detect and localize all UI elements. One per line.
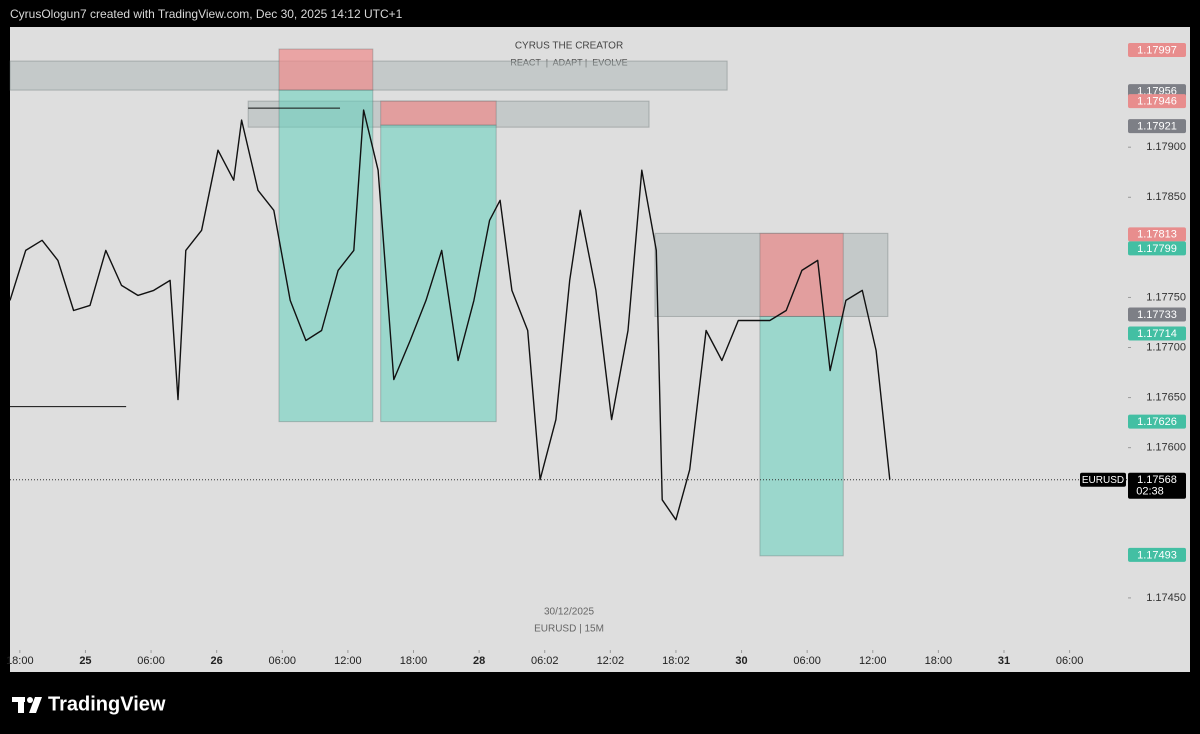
price-label-box (1128, 326, 1186, 341)
x-tick-label: 06:00 (793, 655, 821, 667)
zone (759, 315, 844, 557)
y-tick-label: 1.17850 (1146, 191, 1186, 203)
y-tick-label: 1.17650 (1146, 392, 1186, 404)
x-tick-label: 18:00 (400, 655, 428, 667)
symbol-tag: EURUSD (1082, 475, 1124, 486)
price-label-box (1128, 119, 1186, 134)
price-label-box (1128, 227, 1186, 242)
price-label-box (1128, 414, 1186, 429)
date-label: 30/12/2025 (544, 607, 594, 618)
x-tick-label: 18:00 (925, 655, 953, 667)
zone (380, 124, 497, 423)
x-tick-label: 12:00 (859, 655, 887, 667)
y-tick-label: 1.17600 (1146, 442, 1186, 454)
x-tick-label: 18:02 (662, 655, 690, 667)
price-label-box (1128, 241, 1186, 256)
price-label: 1.17799 (1137, 243, 1177, 255)
y-tick-label: 1.17700 (1146, 341, 1186, 353)
price-label-box (1128, 307, 1186, 322)
x-tick-label: 26 (211, 655, 223, 667)
x-tick-label: 31 (998, 655, 1010, 667)
x-tick-label: 25 (79, 655, 91, 667)
logo (12, 697, 42, 713)
price-label: 1.17813 (1137, 229, 1177, 241)
watermark-title: CYRUS THE CREATOR (515, 41, 623, 52)
brand: TradingView (48, 693, 166, 715)
x-tick-label: 28 (473, 655, 485, 667)
price-label: 1.17997 (1137, 44, 1177, 56)
x-tick-label: 06:00 (1056, 655, 1084, 667)
price-label-box (1128, 43, 1186, 58)
zone (380, 100, 497, 126)
x-tick-label: 06:00 (137, 655, 165, 667)
price-label: 1.17626 (1137, 416, 1177, 428)
x-tick-label: 06:00 (269, 655, 297, 667)
countdown: 02:38 (1136, 486, 1164, 498)
price-label-box (1128, 94, 1186, 109)
zone (278, 89, 374, 423)
price-label: 1.17493 (1137, 549, 1177, 561)
y-tick-label: 1.17750 (1146, 291, 1186, 303)
y-tick-label: 1.17450 (1146, 592, 1186, 604)
price-line (9, 109, 891, 521)
zone (278, 48, 374, 91)
header: CyrusOlogun7 created with TradingView.co… (10, 7, 403, 21)
current-price-box (1128, 472, 1186, 499)
price-label-box (1128, 547, 1186, 562)
current-price: 1.17568 (1137, 474, 1177, 486)
x-tick-label: 18:00 (6, 655, 34, 667)
logo-dot (27, 697, 33, 703)
x-tick-label: 12:00 (334, 655, 362, 667)
y-tick-label: 1.17900 (1146, 141, 1186, 153)
symbol-tag-box (1080, 472, 1126, 487)
logo-stem (18, 697, 24, 713)
price-label: 1.17946 (1137, 96, 1177, 108)
x-tick-label: 30 (735, 655, 747, 667)
price-label: 1.17733 (1137, 309, 1177, 321)
logo-slash (29, 697, 42, 713)
price-label: 1.17714 (1137, 328, 1177, 340)
x-tick-label: 06:02 (531, 655, 559, 667)
chart-pane (10, 27, 1190, 672)
zone (759, 232, 844, 317)
x-tick-label: 12:02 (597, 655, 625, 667)
price-label: 1.17921 (1137, 121, 1177, 133)
symbol-interval: EURUSD | 15M (534, 624, 604, 635)
watermark-subtitle: REACT | ADAPT | EVOLVE (510, 57, 627, 67)
